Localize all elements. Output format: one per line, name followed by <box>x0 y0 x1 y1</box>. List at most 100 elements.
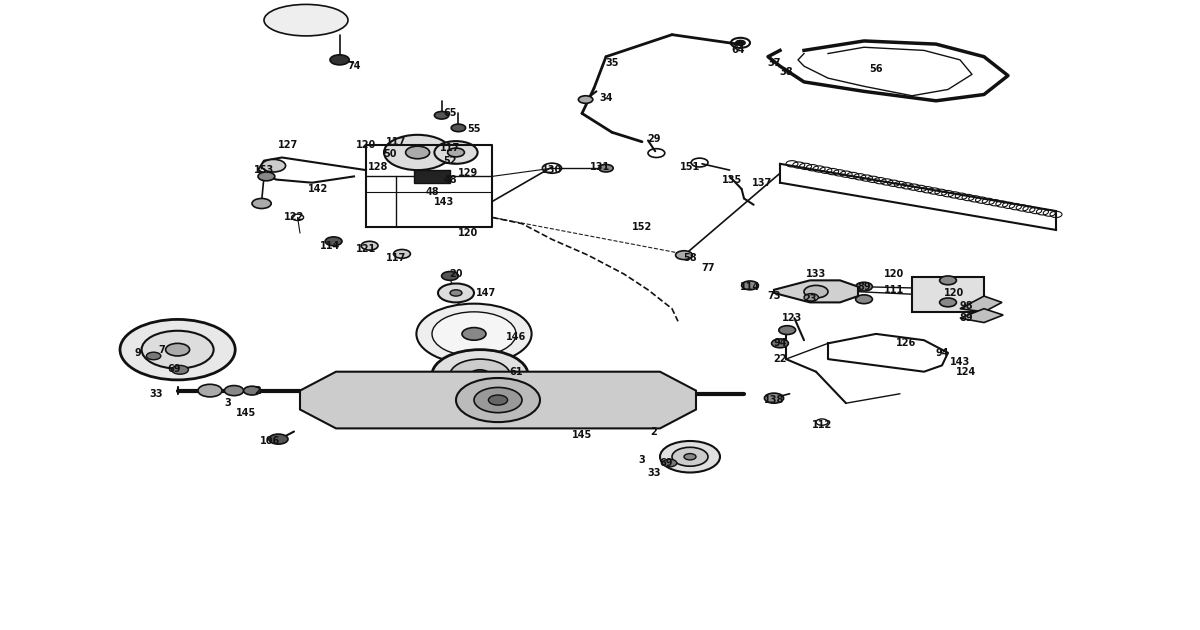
Circle shape <box>224 386 244 396</box>
Circle shape <box>198 384 222 397</box>
Circle shape <box>384 135 451 170</box>
Circle shape <box>599 164 613 172</box>
Text: 23: 23 <box>803 294 817 304</box>
Polygon shape <box>774 280 858 302</box>
Text: 142: 142 <box>308 184 328 194</box>
Circle shape <box>146 352 161 360</box>
Text: 128: 128 <box>368 162 388 172</box>
Text: 94: 94 <box>935 348 949 358</box>
Circle shape <box>456 378 540 422</box>
Text: 151: 151 <box>680 162 700 172</box>
Circle shape <box>142 331 214 369</box>
Text: 143: 143 <box>434 197 454 207</box>
Text: 77: 77 <box>701 263 715 273</box>
Text: 127: 127 <box>278 140 298 150</box>
Text: 152: 152 <box>632 222 652 232</box>
Text: 7: 7 <box>158 345 166 355</box>
Text: 120: 120 <box>458 228 478 238</box>
Circle shape <box>856 282 872 291</box>
Circle shape <box>450 359 510 391</box>
Text: 143: 143 <box>950 357 970 367</box>
Circle shape <box>676 251 692 260</box>
Text: 22: 22 <box>773 354 787 364</box>
Circle shape <box>120 319 235 380</box>
Circle shape <box>448 148 464 157</box>
Text: 153: 153 <box>254 165 274 175</box>
Circle shape <box>662 459 677 467</box>
Circle shape <box>394 249 410 258</box>
Circle shape <box>325 237 342 246</box>
Polygon shape <box>960 309 1003 323</box>
Polygon shape <box>300 372 696 428</box>
Circle shape <box>804 294 818 301</box>
Circle shape <box>172 365 188 374</box>
Text: 89: 89 <box>959 313 973 323</box>
Circle shape <box>406 146 430 159</box>
Text: 61: 61 <box>509 367 523 377</box>
Text: 38: 38 <box>779 67 793 77</box>
Text: 138: 138 <box>764 395 784 405</box>
Text: 111: 111 <box>884 285 904 295</box>
Text: 135: 135 <box>722 175 742 185</box>
Text: 65: 65 <box>443 108 457 118</box>
Text: 145: 145 <box>236 408 256 418</box>
Circle shape <box>940 298 956 307</box>
Text: 48: 48 <box>425 187 439 197</box>
Circle shape <box>684 454 696 460</box>
Circle shape <box>361 241 378 250</box>
Text: 3: 3 <box>638 455 646 465</box>
Circle shape <box>438 284 474 302</box>
Circle shape <box>462 328 486 340</box>
Text: 106: 106 <box>260 436 280 446</box>
Circle shape <box>269 434 288 444</box>
Text: 130: 130 <box>542 165 562 175</box>
Text: 74: 74 <box>347 61 361 71</box>
Text: 147: 147 <box>476 288 496 298</box>
Circle shape <box>488 395 508 405</box>
Text: 20: 20 <box>449 269 463 279</box>
Text: 98: 98 <box>959 301 973 311</box>
Text: 114: 114 <box>740 282 760 292</box>
Text: 117: 117 <box>386 137 406 147</box>
Circle shape <box>779 326 796 335</box>
Circle shape <box>772 339 788 348</box>
Circle shape <box>432 350 528 400</box>
Text: 56: 56 <box>869 64 883 74</box>
Polygon shape <box>912 277 984 312</box>
Text: 117: 117 <box>440 143 460 153</box>
Text: 123: 123 <box>782 313 802 323</box>
Circle shape <box>804 285 828 298</box>
Text: 129: 129 <box>458 168 478 178</box>
Text: 146: 146 <box>506 332 526 342</box>
Text: 73: 73 <box>767 291 781 301</box>
Text: 94: 94 <box>773 338 787 348</box>
Text: 2: 2 <box>254 386 262 396</box>
Text: 89: 89 <box>857 282 871 292</box>
Text: 120: 120 <box>944 288 964 298</box>
Text: 29: 29 <box>647 134 661 144</box>
Circle shape <box>432 312 516 356</box>
Text: 50: 50 <box>383 149 397 159</box>
Circle shape <box>660 441 720 472</box>
Text: 145: 145 <box>572 430 592 440</box>
Text: 126: 126 <box>896 338 916 348</box>
Polygon shape <box>414 170 450 183</box>
Circle shape <box>742 281 758 290</box>
Circle shape <box>434 112 449 119</box>
Text: 117: 117 <box>386 253 406 263</box>
Text: 120: 120 <box>356 140 376 150</box>
Text: 33: 33 <box>149 389 163 399</box>
Circle shape <box>262 159 286 172</box>
Circle shape <box>451 124 466 132</box>
Ellipse shape <box>264 4 348 36</box>
Text: 124: 124 <box>956 367 976 377</box>
Text: 122: 122 <box>284 212 304 222</box>
Text: 131: 131 <box>590 162 610 172</box>
Text: 121: 121 <box>356 244 376 254</box>
Text: 133: 133 <box>806 269 826 279</box>
Circle shape <box>764 393 784 403</box>
Circle shape <box>330 55 349 65</box>
Text: 112: 112 <box>812 420 832 430</box>
Text: 35: 35 <box>605 58 619 68</box>
Circle shape <box>940 276 956 285</box>
